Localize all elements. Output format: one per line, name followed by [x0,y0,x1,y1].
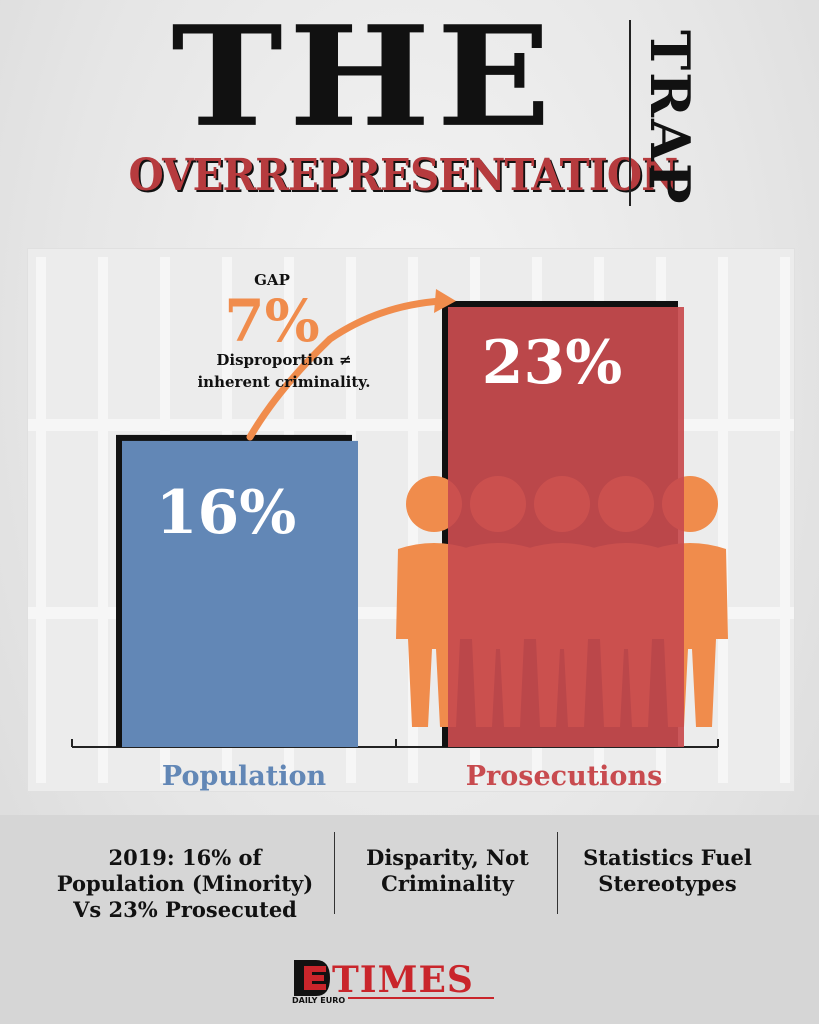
bar-value-label: 16% [156,478,297,548]
arrow-head-icon [434,289,456,313]
title-side-word: TRAP [638,30,702,206]
bar-prosecutions [448,307,684,747]
gap-note-line-1: Disproportion ≠ [216,351,351,369]
chart-panel: GAP 7% Disproportion ≠ inherent criminality… [27,248,795,792]
footer-item-3-line-2: Stereotypes [598,871,737,896]
labels-layer: 16% 23% Population Prosecutions [156,328,663,791]
footer-item-2-line-2: Criminality [381,871,514,896]
title-main: THE [171,0,557,158]
prison-bar [98,257,108,783]
logo-wordmark: TIMES [332,959,474,1001]
footer-item-1-line-3: Vs 23% Prosecuted [73,897,297,922]
prison-bar [780,257,790,783]
title-subtitle: OVERREPRESENTATION [128,150,678,201]
footer-item-2-line-1: Disparity, Not [366,845,529,870]
gap-note-line-2: inherent criminality. [197,373,370,391]
footer-item-2: Disparity, Not Criminality [345,845,550,897]
footer-divider [334,832,335,914]
category-label: Prosecutions [466,761,663,791]
daily-euro-times-logo: TIMES DAILY EURO [292,959,494,1004]
bar-population [122,440,358,747]
gap-label: GAP [254,271,290,289]
logo-small-text: DAILY EURO [292,996,345,1004]
curved-arrow-icon [246,297,446,441]
person-figures-icon [396,307,728,747]
prison-bar [718,257,728,783]
category-label: Population [162,761,327,791]
bar-value-label: 23% [482,328,623,398]
footer-item-3-line-1: Statistics Fuel [583,845,752,870]
footer-item-1: 2019: 16% of Population (Minority) Vs 23… [40,845,330,923]
gap-value: 7% [224,287,319,355]
footer-item-1-line-2: Population (Minority) [56,871,314,896]
footer-divider [557,832,558,914]
footer-item-3: Statistics Fuel Stereotypes [565,845,770,897]
logo-e-mark [304,966,326,990]
footer-item-1-line-1: 2019: 16% of [108,845,262,870]
footer-panel [0,815,819,1024]
title-divider [629,20,631,206]
prison-bar [36,257,46,783]
